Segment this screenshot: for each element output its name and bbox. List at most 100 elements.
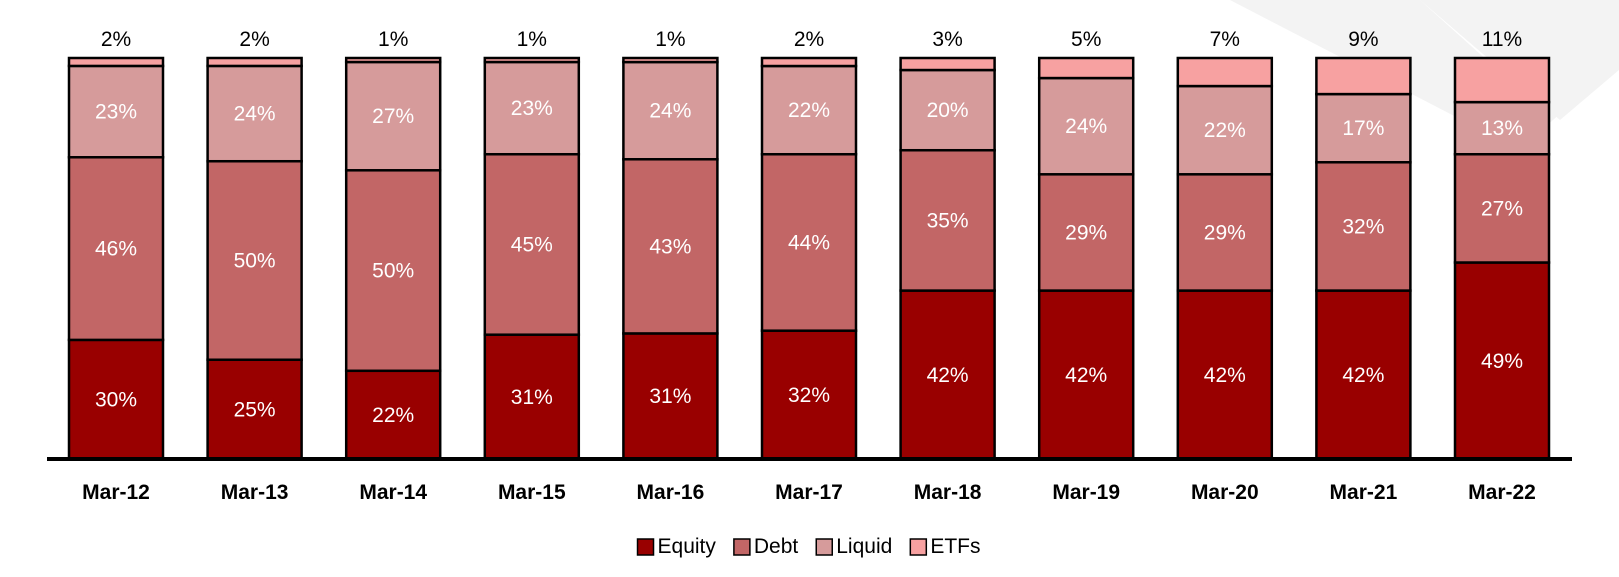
data-label-liquid: 27% — [372, 105, 414, 128]
data-label-liquid: 24% — [1065, 115, 1107, 138]
bar-segment-debt — [206, 159, 303, 361]
bar-segment-etfs — [67, 56, 165, 68]
data-label-etfs: 2% — [794, 28, 824, 51]
bar-segment-debt — [1315, 161, 1412, 292]
legend: Equity Debt Liquid ETFs — [636, 535, 980, 558]
data-label-debt: 27% — [1481, 197, 1523, 220]
data-label-equity: 31% — [649, 385, 691, 408]
bar-segment-etfs — [1315, 56, 1412, 96]
bar-segment-debt — [483, 152, 581, 336]
data-label-etfs: 11% — [1482, 28, 1522, 51]
bars — [67, 56, 1551, 461]
data-label-equity: 32% — [788, 384, 830, 407]
data-label-debt: 43% — [649, 235, 691, 258]
bar-segment-debt — [760, 152, 858, 332]
bar-segment-debt — [1453, 152, 1551, 264]
bar-segment-etfs — [1453, 56, 1551, 104]
data-labels: 30% 46% 23% 2% 25% 50% 24% 2% 22% 50% 27% 1% 31% 45% 2… — [95, 28, 1523, 427]
data-label-debt: 44% — [788, 231, 830, 254]
bar-segment-liquid — [1037, 76, 1135, 176]
legend-swatch — [815, 538, 833, 556]
bar-segment-debt — [1176, 173, 1274, 292]
data-label-equity: 30% — [95, 388, 137, 411]
data-label-equity: 31% — [511, 386, 553, 409]
data-label-liquid: 24% — [649, 100, 691, 123]
legend-label: ETFs — [930, 535, 980, 558]
bar-segment-equity — [760, 329, 858, 461]
bar-segment-liquid — [483, 60, 581, 156]
data-label-equity: 25% — [234, 398, 276, 421]
x-tick-label: Mar-19 — [1052, 481, 1120, 504]
legend-swatch — [636, 538, 655, 556]
data-label-debt: 29% — [1204, 221, 1246, 244]
bar-segment-debt — [67, 156, 165, 342]
bar-segment-liquid — [1315, 92, 1412, 164]
legend-item-liquid: Liquid — [815, 535, 892, 558]
legend-swatch — [909, 538, 928, 556]
bar-segment-equity — [1176, 289, 1274, 461]
bar-segment-debt — [899, 148, 996, 292]
data-label-debt: 46% — [95, 238, 137, 261]
x-tick-label: Mar-15 — [498, 481, 566, 504]
legend-label: Debt — [754, 535, 799, 558]
data-label-etfs: 1% — [655, 28, 685, 51]
data-label-debt: 29% — [1065, 221, 1107, 244]
x-tick-label: Mar-21 — [1330, 481, 1398, 504]
legend-item-etfs: ETFs — [909, 535, 980, 558]
data-label-liquid: 22% — [788, 99, 830, 122]
bar-segment-etfs — [760, 56, 858, 68]
x-tick-label: Mar-16 — [637, 481, 705, 504]
data-label-liquid: 23% — [511, 97, 553, 120]
data-label-equity: 49% — [1481, 350, 1523, 373]
data-label-liquid: 23% — [95, 101, 137, 124]
legend-item-equity: Equity — [636, 535, 717, 558]
bar-segment-etfs — [1037, 56, 1135, 80]
data-label-liquid: 17% — [1342, 117, 1384, 140]
data-label-etfs: 7% — [1210, 28, 1240, 51]
x-tick-label: Mar-18 — [914, 481, 982, 504]
x-tick-label: Mar-17 — [775, 481, 843, 504]
data-label-etfs: 2% — [101, 28, 131, 51]
legend-label: Liquid — [836, 535, 892, 558]
bar-segment-liquid — [206, 64, 303, 163]
x-tick-label: Mar-12 — [82, 481, 150, 504]
bar-segment-liquid — [344, 60, 442, 172]
background-shape — [1040, 0, 1619, 120]
bar-segment-etfs — [483, 56, 581, 64]
data-label-liquid: 22% — [1204, 119, 1246, 142]
bar-segment-etfs — [622, 56, 719, 64]
bar-segment-liquid — [899, 68, 996, 152]
legend-swatch — [733, 538, 751, 556]
data-label-debt: 35% — [927, 209, 969, 232]
bar-segment-etfs — [344, 56, 442, 64]
data-label-etfs: 9% — [1348, 28, 1378, 51]
data-label-debt: 45% — [511, 233, 553, 256]
data-label-liquid: 24% — [234, 103, 276, 126]
data-label-liquid: 20% — [927, 99, 969, 122]
data-label-etfs: 5% — [1071, 28, 1101, 51]
bar-segment-etfs — [899, 56, 996, 72]
data-label-equity: 42% — [1342, 364, 1384, 387]
x-tick-label: Mar-13 — [221, 481, 289, 504]
data-label-etfs: 1% — [517, 28, 547, 51]
data-label-debt: 32% — [1342, 215, 1384, 238]
data-label-debt: 50% — [372, 260, 414, 283]
bar-segment-etfs — [206, 56, 303, 68]
x-tick-label: Mar-20 — [1191, 481, 1259, 504]
data-label-etfs: 2% — [239, 28, 269, 51]
data-label-etfs: 1% — [378, 28, 408, 51]
data-label-equity: 42% — [1065, 364, 1107, 387]
bar-segment-liquid — [760, 64, 858, 156]
x-axis-tick-labels: Mar-12 Mar-13 Mar-14 Mar-15 Mar-16 Mar-17 Mar-… — [82, 481, 1536, 504]
data-label-equity: 22% — [372, 404, 414, 427]
legend-item-debt: Debt — [733, 535, 799, 558]
bar-segment-equity — [483, 333, 581, 461]
x-tick-label: Mar-22 — [1468, 481, 1536, 504]
legend-label: Equity — [658, 535, 717, 558]
data-label-debt: 50% — [234, 249, 276, 272]
x-tick-label: Mar-14 — [359, 481, 427, 504]
data-label-equity: 42% — [1204, 364, 1246, 387]
bar-segment-etfs — [1176, 56, 1274, 88]
